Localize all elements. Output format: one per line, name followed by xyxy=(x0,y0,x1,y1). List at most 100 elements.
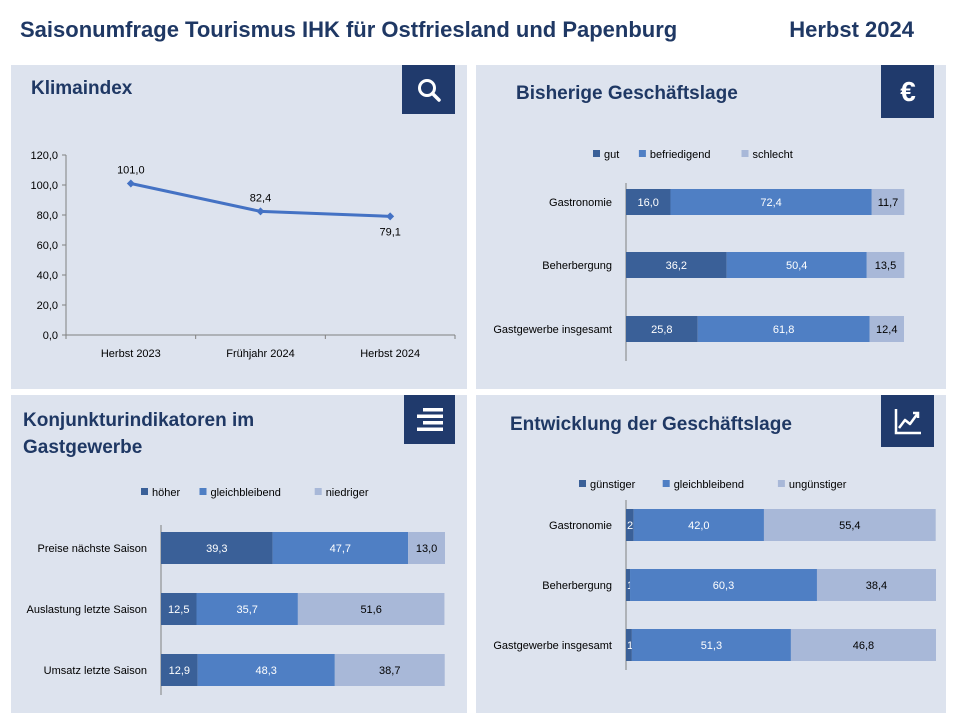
bar-segment xyxy=(626,252,727,278)
y-tick-label: 20,0 xyxy=(37,300,58,312)
list-icon xyxy=(404,395,455,444)
legend-swatch xyxy=(662,480,670,487)
category-label: Gastronomie xyxy=(549,520,612,532)
bar-value-label: 12,4 xyxy=(876,324,897,336)
bar-value-label: 46,8 xyxy=(853,640,874,652)
category-label: Beherbergung xyxy=(542,580,612,592)
konjunktur-bar-chart: höher gleichbleibend niedriger Preise nächs… xyxy=(27,487,445,695)
bar-segment xyxy=(763,509,936,541)
panel-title-line-1: Konjunkturindikatoren im xyxy=(23,410,255,431)
bar-value-label: 25,8 xyxy=(651,324,672,336)
legend-swatch xyxy=(199,488,207,495)
bar-segment xyxy=(626,569,631,601)
legend-label: gleichbleibend xyxy=(211,487,281,499)
data-point-marker xyxy=(386,212,395,221)
legend-swatch xyxy=(314,488,322,495)
legend-swatch xyxy=(777,480,785,487)
bar-value-label: 35,7 xyxy=(236,604,257,616)
bar-segment xyxy=(816,569,936,601)
bar-segment xyxy=(630,569,817,601)
bar-segment xyxy=(408,532,445,564)
category-label: Gastgewerbe insgesamt xyxy=(493,640,612,652)
bar-value-label: 13,5 xyxy=(875,260,896,272)
x-tick-label: Herbst 2024 xyxy=(360,348,420,360)
bar-value-label: 48,3 xyxy=(256,665,277,677)
y-tick-label: 40,0 xyxy=(37,270,58,282)
bar-segment xyxy=(334,654,445,686)
bar-value-label: 51,6 xyxy=(360,604,381,616)
euro-icon: € xyxy=(881,65,934,118)
legend-label: ungünstiger xyxy=(789,479,847,491)
bar-value-label: 39,3 xyxy=(206,543,227,555)
geschaeftslage-bar-chart: gut befriedigend schlecht Gastronomie 16,0 72… xyxy=(493,149,905,361)
bar-segment xyxy=(633,509,764,541)
search-icon xyxy=(402,65,455,114)
bar-segment xyxy=(726,252,867,278)
panel-title-line-2: Gastgewerbe xyxy=(23,437,143,458)
bar-value-label: 55,4 xyxy=(839,520,860,532)
y-tick-label: 60,0 xyxy=(37,240,58,252)
bar-value-label: 11,7 xyxy=(878,197,899,209)
bar-value-label: 13,0 xyxy=(416,543,437,555)
page-title: Saisonumfrage Tourismus IHK für Ostfries… xyxy=(20,17,678,42)
entwicklung-bar-chart: günstiger gleichbleibend ungünstiger Gastro… xyxy=(493,479,936,670)
panel-title-entwicklung: Entwicklung der Geschäftslage xyxy=(510,414,792,435)
bar-segment xyxy=(631,629,791,661)
svg-text:€: € xyxy=(900,76,916,107)
legend-label: gut xyxy=(604,149,619,161)
y-tick-label: 120,0 xyxy=(30,150,58,162)
bar-value-label: 36,2 xyxy=(666,260,687,272)
bar-segment xyxy=(626,189,671,215)
y-tick-label: 80,0 xyxy=(37,210,58,222)
data-point-marker xyxy=(126,179,135,188)
legend-swatch xyxy=(593,150,600,157)
bar-value-label: 50,4 xyxy=(786,260,807,272)
panel-title-geschaeftslage: Bisherige Geschäftslage xyxy=(516,83,738,104)
data-label: 101,0 xyxy=(117,165,145,177)
panel-bisherige-geschaeftslage: Bisherige Geschäftslage € gut befriedigen… xyxy=(476,65,946,389)
bar-value-label: 16,0 xyxy=(638,197,659,209)
bar-value-label: 72,4 xyxy=(760,197,781,209)
category-label: Preise nächste Saison xyxy=(38,543,147,555)
bar-segment xyxy=(161,654,198,686)
panel-konjunkturindikatoren: Konjunkturindikatoren im Gastgewerbe höh… xyxy=(11,395,467,713)
legend-label: befriedigend xyxy=(650,149,711,161)
bar-value-label: 38,4 xyxy=(866,580,887,592)
x-tick-label: Herbst 2023 xyxy=(101,348,161,360)
legend-label: gleichbleibend xyxy=(674,479,744,491)
bar-value-label: 51,3 xyxy=(701,640,722,652)
bar-segment xyxy=(626,629,632,661)
panel-klimaindex: Klimaindex 0,0 20,0 40,0 60,0 80,0 100,0 120,0… xyxy=(11,65,467,389)
category-label: Auslastung letzte Saison xyxy=(27,604,147,616)
category-label: Gastronomie xyxy=(549,197,612,209)
bar-segment xyxy=(297,593,445,625)
bar-value-label: 42,0 xyxy=(688,520,709,532)
bar-value-label: 47,7 xyxy=(330,543,351,555)
category-label: Gastgewerbe insgesamt xyxy=(493,324,612,336)
bar-segment xyxy=(161,532,273,564)
trend-chart-icon xyxy=(881,395,934,447)
legend-label: schlecht xyxy=(753,149,793,161)
x-tick-label: Frühjahr 2024 xyxy=(226,348,295,360)
y-tick-label: 100,0 xyxy=(30,180,58,192)
bar-segment xyxy=(626,316,698,342)
category-label: Umsatz letzte Saison xyxy=(44,665,147,677)
bar-segment xyxy=(670,189,872,215)
bar-segment xyxy=(196,593,298,625)
bar-segment xyxy=(626,509,634,541)
bar-segment xyxy=(161,593,197,625)
bar-value-label: 61,8 xyxy=(773,324,794,336)
survey-period: Herbst 2024 xyxy=(789,17,914,42)
bar-value-label: 12,9 xyxy=(169,665,190,677)
klimaindex-line-chart: 0,0 20,0 40,0 60,0 80,0 100,0 120,0 Herbst 2023… xyxy=(30,150,456,360)
data-point-marker xyxy=(256,207,265,216)
bar-segment xyxy=(197,654,335,686)
legend-swatch xyxy=(579,480,586,487)
legend-swatch xyxy=(141,488,148,495)
bar-segment xyxy=(869,316,904,342)
panel-title-konjunktur: Konjunkturindikatoren im Gastgewerbe xyxy=(23,407,254,461)
bar-segment xyxy=(871,189,905,215)
legend-label: höher xyxy=(152,487,180,499)
panel-entwicklung-geschaeftslage: Entwicklung der Geschäftslage günstiger g… xyxy=(476,395,946,713)
legend-label: günstiger xyxy=(590,479,636,491)
